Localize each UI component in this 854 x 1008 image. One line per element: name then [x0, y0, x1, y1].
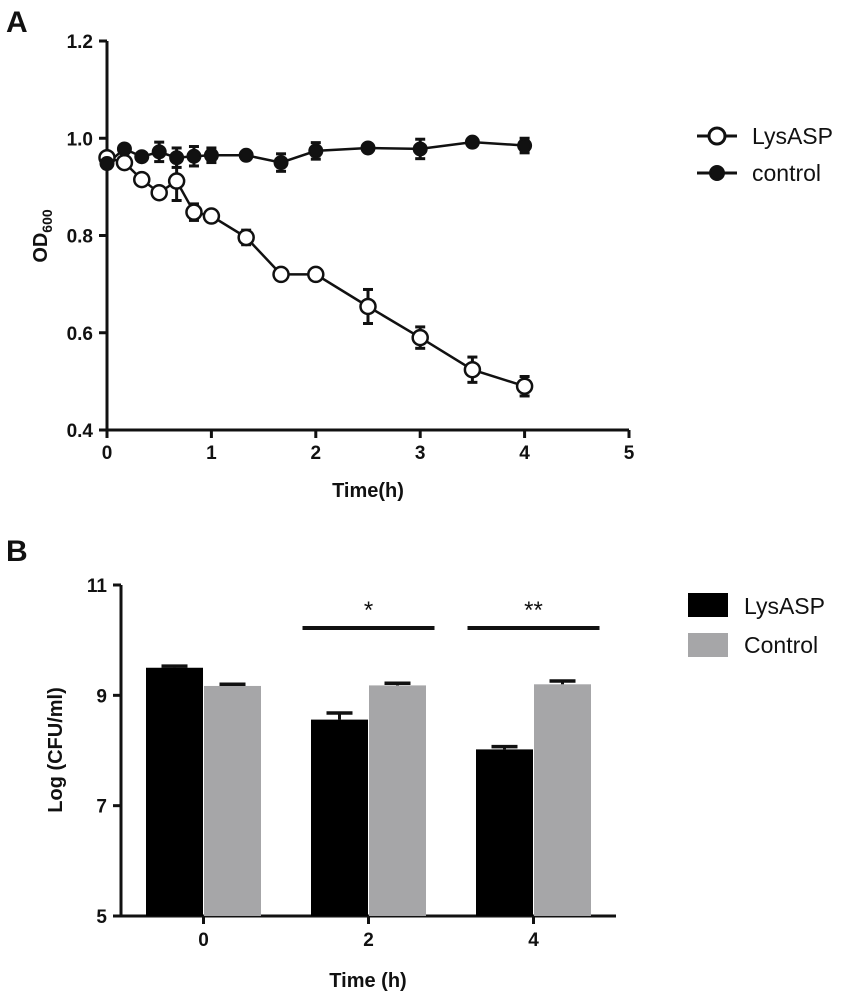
panel-a-x-ticks: 0 1 2 3 4 5 — [102, 430, 635, 464]
data-point-lysasp — [272, 265, 290, 284]
data-point-control — [412, 141, 428, 157]
panel-b-x-tick-label: 4 — [528, 930, 539, 951]
panel-b-letter: B — [6, 535, 28, 568]
data-point-lysasp — [307, 265, 325, 284]
panel-a-y-ticks: 0.4 0.6 0.8 1.0 1.2 — [67, 32, 107, 442]
legend-item-lysasp: LysASP — [697, 123, 833, 149]
data-point-control — [308, 143, 324, 159]
legend-lysasp-swatch — [688, 593, 728, 617]
panel-b-y-tick-label: 7 — [96, 797, 107, 818]
panel-a-line-chart: A 0.4 0.6 0.8 1.0 1.2 0 1 2 3 4 5 OD600 Time(h) L… — [6, 6, 833, 502]
data-point-lysasp — [359, 297, 377, 316]
panel-a-y-tick-label: 0.4 — [67, 421, 94, 442]
data-point-control — [360, 140, 376, 156]
data-point-control — [238, 147, 254, 163]
bar-lysasp — [146, 667, 203, 916]
legend-item-control-bar: Control — [688, 632, 818, 658]
panel-b-y-tick-label: 9 — [96, 686, 107, 707]
data-point-control — [517, 138, 533, 154]
panel-a-x-tick-label: 4 — [519, 443, 530, 464]
panel-a-y-tick-label: 0.6 — [67, 324, 93, 345]
legend-control-filled-circle-marker — [709, 165, 725, 181]
data-point-control — [203, 147, 219, 163]
panel-b-y-tick-label: 11 — [87, 576, 108, 597]
panel-b-y-ticks: 5 7 9 11 — [87, 576, 121, 928]
panel-b-legend: LysASP Control — [688, 593, 825, 658]
panel-b-x-tick-label: 0 — [198, 930, 209, 951]
bar-control — [369, 685, 426, 916]
panel-a-x-tick-label: 3 — [415, 443, 426, 464]
bar-control — [204, 685, 261, 916]
data-point-lysasp — [185, 203, 203, 221]
legend-lysasp-open-circle-marker — [707, 126, 727, 146]
panel-a-y-tick-label: 1.2 — [67, 32, 93, 53]
panel-a-x-tick-label: 0 — [102, 443, 113, 464]
panel-a-y-tick-label: 0.8 — [67, 227, 93, 248]
data-point-lysasp — [463, 360, 482, 379]
data-point-lysasp — [202, 207, 221, 225]
panel-a-x-tick-label: 1 — [206, 443, 217, 464]
legend-lysasp-label: LysASP — [752, 123, 833, 149]
panel-a-y-axis-title: OD600 — [30, 209, 55, 263]
panel-a-legend: LysASP control — [697, 123, 833, 186]
panel-a-letter: A — [6, 6, 28, 39]
panel-b-significance-marks: * ** — [302, 597, 600, 631]
data-point-control — [186, 148, 202, 164]
data-point-lysasp — [411, 328, 429, 347]
significance-label: ** — [524, 597, 543, 624]
panel-b-x-ticks: 0 2 4 — [198, 916, 539, 951]
legend-control-swatch — [688, 633, 728, 657]
data-point-lysasp — [115, 153, 134, 172]
data-point-lysasp — [167, 172, 186, 190]
panel-a-x-tick-label: 2 — [311, 443, 322, 464]
legend-item-control: control — [697, 160, 821, 186]
panel-a-x-axis-title: Time(h) — [332, 480, 404, 502]
panel-a-y-tick-label: 1.0 — [67, 129, 93, 150]
panel-a-x-tick-label: 5 — [624, 443, 635, 464]
data-point-control — [134, 149, 150, 165]
panel-a-y-title-main: OD — [30, 233, 52, 263]
panel-b-x-axis-title: Time (h) — [329, 970, 406, 992]
data-point-control — [273, 155, 289, 171]
data-point-lysasp — [150, 183, 168, 202]
panel-b-y-tick-label: 5 — [96, 907, 107, 928]
bar-lysasp — [311, 719, 368, 916]
panel-b-y-axis-title: Log (CFU/ml) — [45, 687, 67, 813]
data-point-control — [464, 134, 480, 150]
panel-b-x-tick-label: 2 — [363, 930, 374, 951]
data-point-lysasp — [515, 377, 534, 395]
panel-b-bars — [146, 664, 591, 916]
data-point-control — [116, 141, 132, 157]
panel-a-data-points — [98, 134, 534, 395]
legend-item-lysasp-bar: LysASP — [688, 593, 825, 619]
bar-lysasp — [476, 749, 533, 916]
data-point-control — [169, 150, 185, 166]
legend-control-bar-label: Control — [744, 632, 818, 658]
significance-label: * — [364, 597, 373, 624]
data-point-lysasp — [133, 170, 151, 189]
legend-control-label: control — [752, 160, 821, 186]
data-point-control — [151, 144, 167, 160]
legend-lysasp-bar-label: LysASP — [744, 593, 825, 619]
data-point-control — [99, 156, 115, 172]
panel-a-y-title-subscript: 600 — [39, 209, 55, 233]
bar-control — [534, 684, 591, 916]
data-point-lysasp — [237, 228, 255, 247]
